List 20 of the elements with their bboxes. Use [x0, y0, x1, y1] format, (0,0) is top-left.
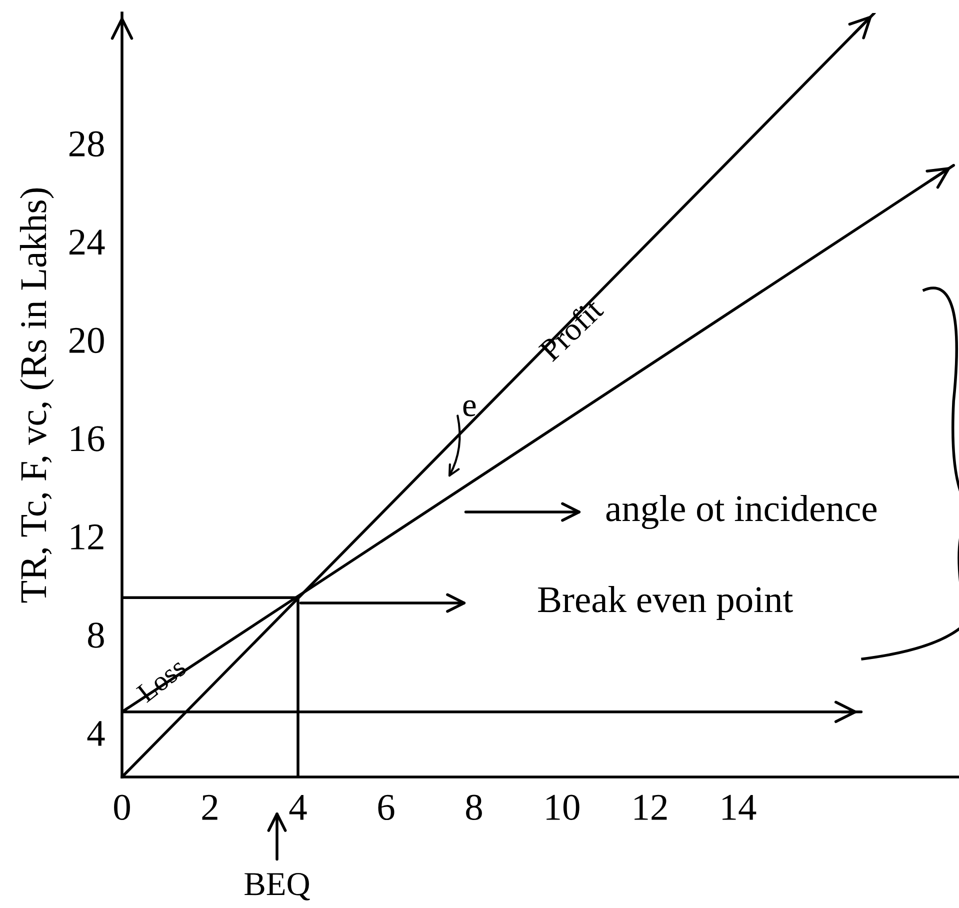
x-tick-label: 2 [202, 794, 218, 820]
annotation: Break even point [538, 586, 793, 620]
annotation: e [463, 400, 476, 416]
x-tick-label: 14 [722, 794, 756, 820]
y-tick-label: 8 [88, 622, 104, 648]
y-tick-label: 20 [69, 328, 104, 354]
x-tick-label: 6 [378, 794, 394, 820]
text: BEQ [244, 872, 310, 900]
x-tick-label: 0 [114, 794, 130, 820]
y-tick-label: 16 [71, 426, 104, 452]
y-tick-label: 28 [69, 131, 104, 157]
annotation: angle ot incidence [606, 494, 876, 530]
x-tick-label: 8 [466, 794, 482, 820]
x-tick-label: 12 [634, 794, 667, 820]
x-tick-label: 4 [289, 795, 307, 820]
y-axis-title: TR, Tc, F, vc, (Rs in Lakhs) [20, 188, 54, 603]
y-tick-label: 24 [69, 230, 105, 254]
x-tick-label: 10 [546, 794, 580, 820]
y-tick-label: 12 [71, 524, 104, 550]
y-tick-label: 4 [87, 721, 105, 746]
